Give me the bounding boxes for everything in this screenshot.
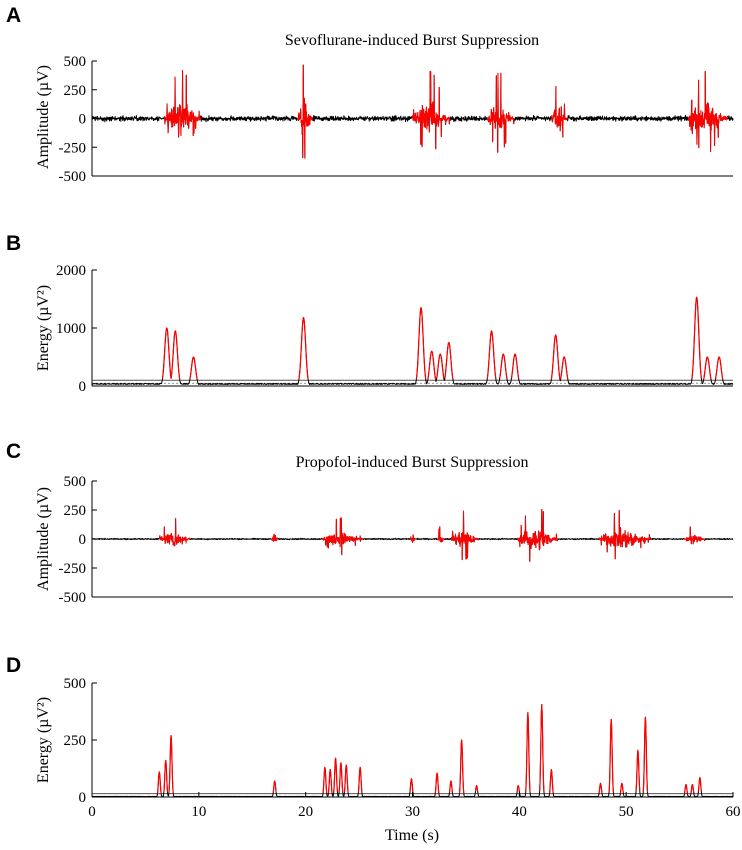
panel-d-energy-peak-15: [474, 785, 479, 792]
panel-a-burst-6: [687, 70, 729, 152]
panel-b-energy-peak-12: [560, 356, 569, 380]
panel-d-energy-peak-3: [168, 734, 174, 794]
panel-b-energy-peak-4: [415, 307, 427, 379]
panel-a-y-tick-label: 500: [64, 54, 87, 70]
panel-b-energy-peak-14: [703, 356, 712, 380]
panel-b-y-tick-label: 1000: [56, 321, 86, 337]
panel-b-energy-peak-3: [298, 316, 309, 380]
x-tick-label: 0: [88, 804, 96, 820]
panel-d-energy-peak-17: [525, 712, 531, 792]
panel-b-chart: 2000 1000 0: [56, 263, 734, 395]
panel-a-ylabel: Amplitude (µV): [35, 65, 52, 169]
panel-b-ylabel: Energy (µV²): [35, 285, 52, 371]
panel-d-energy-peak-11: [409, 778, 414, 792]
x-axis: 0 10 20 30 40 50 60: [88, 792, 741, 820]
panel-d-y-tick-label: 250: [64, 733, 87, 749]
panel-c-burst-6: [450, 510, 480, 561]
panel-d-energy-peak-18: [539, 704, 545, 792]
panel-letter-d: D: [6, 654, 21, 677]
panel-a-burst-5: [550, 85, 568, 138]
panel-b-energy-peak-1: [161, 327, 181, 380]
panel-d-energy-peak-13: [448, 780, 453, 793]
panel-letter-b: B: [6, 232, 21, 255]
x-axis-label: Time (s): [385, 827, 439, 844]
x-tick-label: 10: [191, 804, 206, 820]
panel-d-energy-peak-21: [608, 718, 614, 793]
panel-c-y-tick-label: -250: [59, 561, 87, 577]
panel-b-baseline-trace: [91, 296, 734, 385]
panel-b-energy-peak-11: [550, 334, 561, 380]
panel-c-baseline-trace: [91, 508, 734, 562]
panel-d-energy-peak-6: [327, 769, 333, 794]
panel-c-burst-2: [271, 533, 279, 542]
panel-c-burst-5: [436, 526, 446, 543]
panel-d-energy-peak-4: [272, 780, 277, 793]
panel-c-burst-1: [158, 518, 191, 547]
x-tick-label: 20: [298, 804, 313, 820]
panel-b-y-tick-label: 0: [79, 379, 87, 395]
panel-d-energy-peak-23: [635, 749, 641, 791]
panel-a-y-tick-label: 250: [64, 83, 87, 99]
panel-c-chart: 500 250 0 -250 -500: [59, 474, 734, 606]
x-tick-label: 50: [619, 804, 634, 820]
panel-d-energy-peak-19: [549, 769, 554, 794]
panel-d-chart: 500 250 0: [64, 676, 734, 806]
panel-a-burst-2: [296, 64, 313, 159]
panel-b-energy-peak-8: [486, 330, 497, 379]
panel-c-ylabel: Amplitude (µV): [35, 487, 52, 591]
panel-c-y-tick-label: 500: [64, 474, 87, 490]
panel-b-energy-peak-15: [714, 356, 724, 380]
panel-c-title: Propofol-induced Burst Suppression: [296, 454, 529, 471]
panel-c-burst-4: [409, 534, 416, 543]
panel-a-title: Sevoflurane-induced Burst Suppression: [285, 32, 539, 49]
panel-letter-a: A: [6, 4, 21, 27]
panel-b-energy-peak-10: [510, 353, 520, 379]
panel-d-energy-peak-12: [434, 772, 440, 794]
panel-c-y-tick-label: 250: [64, 503, 87, 519]
panel-d-energy-peak-22: [619, 782, 624, 794]
x-tick-label: 40: [512, 804, 527, 820]
panel-b-energy-peak-13: [691, 296, 702, 378]
panel-d-energy-peak-7: [333, 757, 338, 792]
panel-d-energy-peak-10: [357, 766, 363, 793]
panel-c-burst-9: [683, 526, 706, 545]
panel-d-energy-peak-2: [163, 759, 169, 792]
panel-c-burst-3: [321, 517, 364, 556]
panel-d-energy-peak-26: [690, 783, 695, 794]
panel-d-ylabel: Energy (µV²): [35, 697, 52, 783]
x-tick-label: 30: [405, 804, 420, 820]
panel-a-y-tick-label: -500: [59, 169, 87, 185]
panel-d-energy-peak-1: [156, 771, 162, 794]
panel-c-burst-7: [516, 508, 559, 562]
panel-a-burst-3: [412, 70, 451, 150]
panel-c-burst-8: [597, 510, 651, 560]
panel-b-energy-peak-2: [189, 356, 198, 380]
panel-d-energy-peak-16: [516, 785, 520, 792]
panel-d-energy-peak-8: [338, 762, 344, 793]
x-tick-label: 60: [726, 804, 741, 820]
panel-b-energy-peak-7: [444, 341, 454, 379]
panel-d-y-tick-label: 0: [79, 790, 87, 806]
panel-a-burst-1: [164, 70, 202, 138]
panel-d-y-tick-label: 500: [64, 676, 87, 692]
panel-c-y-tick-label: 0: [79, 532, 87, 548]
panel-a-chart: 500 250 0 -250 -500: [59, 54, 734, 185]
panel-b-energy-peak-9: [499, 353, 508, 379]
panel-letter-c: C: [6, 440, 21, 463]
panel-b-y-tick-label: 2000: [56, 263, 86, 279]
panel-a-y-tick-label: 0: [79, 112, 87, 128]
panel-a-y-tick-label: -250: [59, 140, 87, 156]
panel-d-energy-peak-24: [642, 716, 649, 793]
panel-d-energy-peak-14: [458, 739, 465, 794]
panel-d-energy-peak-9: [343, 764, 349, 793]
panel-d-energy-peak-5: [322, 766, 328, 793]
panel-d-energy-peak-25: [683, 783, 689, 794]
panel-a-burst-4: [486, 72, 515, 153]
panel-b-energy-peak-5: [427, 350, 437, 380]
panel-d-energy-peak-27: [697, 777, 702, 792]
panel-c-y-tick-label: -500: [59, 590, 87, 606]
panel-b-energy-peak-6: [436, 353, 445, 379]
panel-d-energy-peak-20: [598, 782, 603, 794]
